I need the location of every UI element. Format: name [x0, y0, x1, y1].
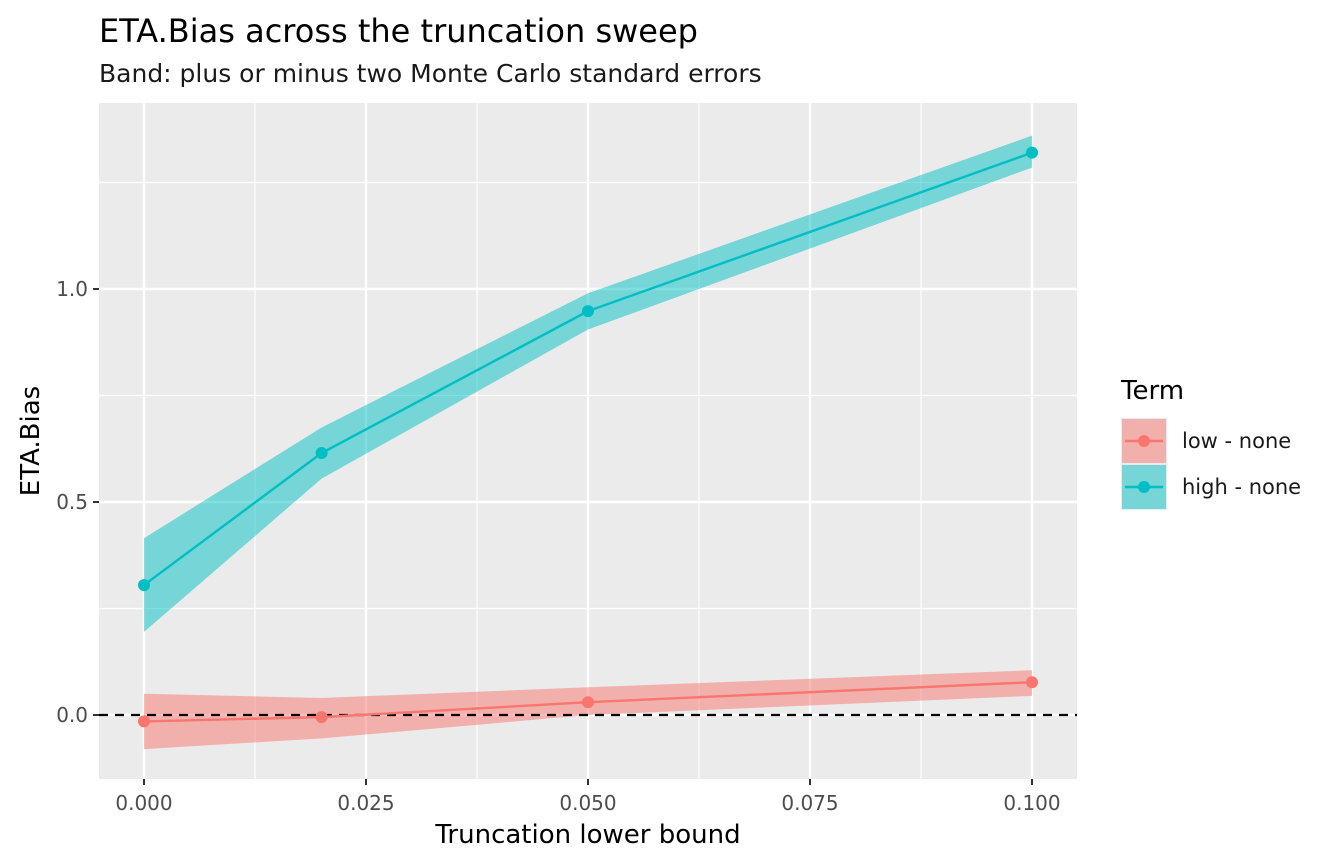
legend-label: high - none	[1182, 475, 1301, 499]
x-tick-label: 0.050	[559, 791, 616, 815]
series-line	[143, 680, 1033, 723]
series-line	[143, 151, 1033, 587]
series-points	[138, 146, 1038, 728]
legend-key-point	[1138, 435, 1150, 447]
data-point	[315, 447, 328, 460]
legend-key-point	[1138, 481, 1150, 493]
x-tick-label: 0.075	[781, 791, 838, 815]
data-point	[1026, 676, 1038, 689]
legend: Term low - none high - none	[1120, 376, 1301, 510]
legend-title: Term	[1120, 376, 1184, 406]
y-axis-title: ETA.Bias	[16, 386, 46, 496]
y-tick-label: 0.5	[56, 490, 88, 514]
band-low-none	[144, 670, 1032, 750]
y-tick-label: 0.0	[56, 703, 88, 727]
y-axis: 0.0 0.5 1.0	[56, 277, 99, 727]
data-point	[138, 579, 150, 592]
x-axis: 0.000 0.025 0.050 0.075 0.100	[115, 779, 1061, 815]
x-axis-title: Truncation lower bound	[434, 820, 740, 850]
data-point	[582, 696, 594, 709]
data-point	[315, 711, 328, 724]
x-tick-label: 0.100	[1003, 791, 1060, 815]
y-tick-label: 1.0	[56, 277, 88, 301]
data-point	[1026, 146, 1038, 159]
legend-label: low - none	[1182, 429, 1291, 453]
series-lines	[143, 151, 1033, 723]
data-point	[582, 305, 594, 318]
x-tick-label: 0.000	[115, 791, 172, 815]
x-tick-label: 0.025	[337, 791, 394, 815]
chart-subtitle: Band: plus or minus two Monte Carlo stan…	[99, 59, 762, 88]
data-point	[138, 715, 150, 728]
chart-title: ETA.Bias across the truncation sweep	[99, 12, 698, 50]
